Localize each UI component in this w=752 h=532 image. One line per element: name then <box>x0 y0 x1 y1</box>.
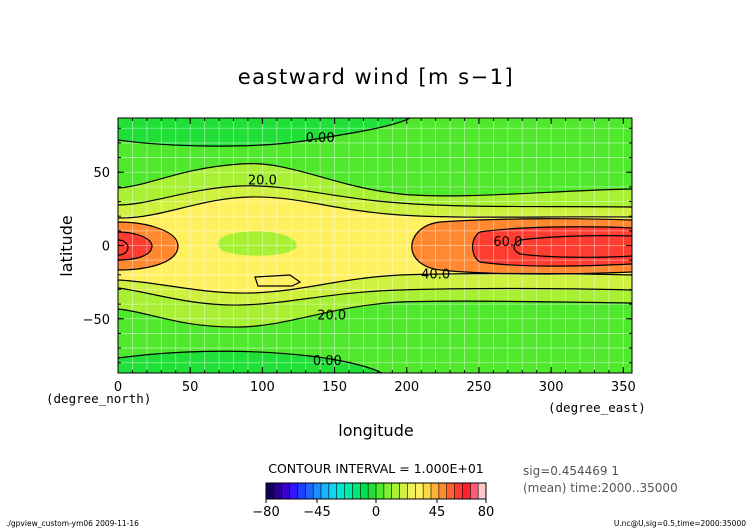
contour-label: 20.0 <box>248 174 277 189</box>
contour-labels: 0.00 20.0 60.0 40.0 20.0 0.00 <box>248 131 522 369</box>
x-tick-labels: 0 50 100 150 200 250 300 350 <box>114 380 636 395</box>
colorbar-swatch <box>336 483 345 499</box>
band-below-0-north <box>118 118 410 147</box>
x-units-label: (degree_east) <box>548 400 646 415</box>
band-50-60-west <box>118 232 152 260</box>
y-units-label: (degree_north) <box>46 391 151 406</box>
colorbar-swatch <box>321 483 330 499</box>
colorbar-tick-label: −80 <box>252 505 279 520</box>
contour-30-north <box>118 196 632 219</box>
colorbar-swatch <box>423 483 432 499</box>
colorbar-swatch <box>352 483 361 499</box>
x-tick-label: 350 <box>611 380 636 395</box>
info-time: (mean) time:2000..35000 <box>523 481 678 495</box>
contour-label: 0.00 <box>306 131 335 146</box>
colorbar-swatch <box>376 483 385 499</box>
contour-0-north <box>118 118 411 147</box>
colorbar-swatch <box>328 483 338 499</box>
colorbar-tick-label: −45 <box>303 505 330 520</box>
colorbar-swatch <box>454 483 463 499</box>
colorbar-swatch <box>415 483 424 499</box>
colorbar-swatch <box>407 483 416 499</box>
colorbar-swatch <box>273 483 283 499</box>
x-tick-label: 200 <box>394 380 419 395</box>
colorbar-swatch <box>470 483 479 499</box>
contour-label: 40.0 <box>421 267 450 282</box>
contour-40-west <box>118 221 179 271</box>
contour-0-south <box>118 350 383 373</box>
colorbar-swatch <box>391 483 400 499</box>
y-tick-label: 0 <box>102 240 110 255</box>
colorbar-tick-label: 80 <box>478 505 495 520</box>
y-tick-label: −50 <box>83 313 110 328</box>
x-tick-label: 250 <box>467 380 492 395</box>
y-tick-labels: 50 0 −50 <box>83 166 110 328</box>
colorbar-labels: −80 −45 0 45 80 <box>252 499 494 520</box>
colorbar-tick-label: 0 <box>372 505 380 520</box>
y-axis-label: latitude <box>57 215 76 276</box>
contour-label: 60.0 <box>493 235 522 250</box>
colorbar <box>265 482 487 500</box>
info-sig: sig=0.454469 1 <box>523 464 619 478</box>
plot-area: 0.00 20.0 60.0 40.0 20.0 0.00 <box>118 118 632 373</box>
colorbar-swatch <box>431 483 440 499</box>
colorbar-tick-label: 45 <box>429 505 446 520</box>
footer-right: U.nc@U,sig=0.5,time=2000:35000 <box>614 519 746 528</box>
colorbar-swatch <box>289 483 298 499</box>
colorbar-swatch <box>478 483 487 499</box>
contour-50-east <box>471 226 632 267</box>
colorbar-swatch <box>305 483 314 499</box>
y-tick-label: 50 <box>93 166 110 181</box>
axis-ticks <box>117 118 632 373</box>
x-tick-label: 50 <box>182 380 199 395</box>
colorbar-swatch <box>344 483 353 499</box>
band-50-60-east <box>472 226 632 266</box>
contour-label: 20.0 <box>317 308 346 323</box>
contour-50-west <box>118 231 153 261</box>
contour-30-island <box>254 274 302 287</box>
contour-60-east <box>513 235 632 258</box>
contour-20-south <box>118 287 632 306</box>
x-tick-label: 300 <box>539 380 564 395</box>
colorbar-swatch <box>438 483 448 499</box>
contour-10-north <box>118 162 632 197</box>
colorbar-swatch <box>383 483 393 499</box>
colorbar-swatch <box>446 483 455 499</box>
colorbar-swatch <box>266 483 275 499</box>
contour-20-north <box>118 185 632 208</box>
band-below-0-south <box>118 351 382 373</box>
footer-left: ./gpview_custom-ym06 2009-11-16 <box>6 519 139 528</box>
chart-title: eastward wind [m s−1] <box>238 65 515 89</box>
contour-10-south <box>118 300 632 328</box>
contour-60-west <box>118 239 129 256</box>
colorbar-swatch <box>399 483 408 499</box>
contour-40-east <box>411 218 632 275</box>
colorbar-swatch <box>360 483 369 499</box>
colorbar-swatch <box>313 483 322 499</box>
x-tick-label: 100 <box>250 380 275 395</box>
contour-label: 0.00 <box>313 354 342 369</box>
colorbar-swatch <box>281 483 290 499</box>
grid <box>118 118 632 373</box>
colorbar-swatch <box>297 483 306 499</box>
x-tick-label: 0 <box>114 380 122 395</box>
x-tick-label: 150 <box>322 380 347 395</box>
x-axis-label: longitude <box>338 421 413 440</box>
colorbar-swatch <box>368 483 377 499</box>
contour-interval: CONTOUR INTERVAL = 1.000E+01 <box>268 461 484 476</box>
contour-lines <box>118 118 632 373</box>
colorbar-swatch <box>462 483 471 499</box>
